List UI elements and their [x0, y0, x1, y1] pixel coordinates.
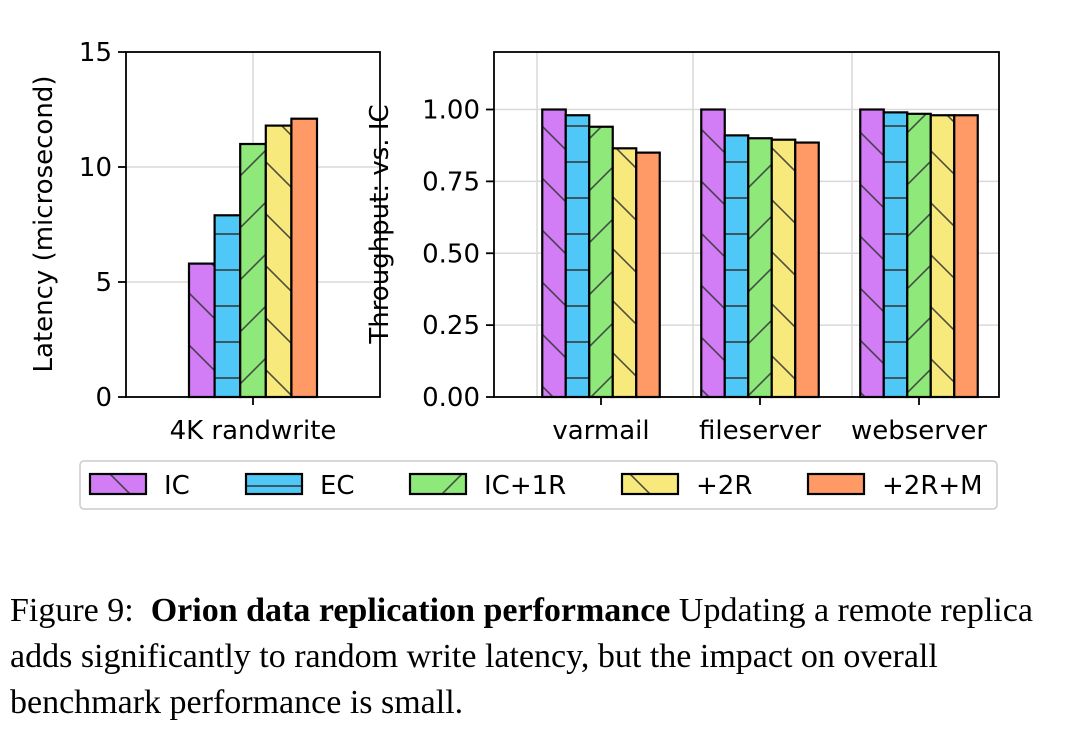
bar-webserver-2r	[929, 114, 956, 399]
bar-webserver-ec	[882, 111, 909, 399]
bar-webserver-ic-1r	[906, 112, 932, 399]
bar-webserver-2r-m	[953, 114, 979, 399]
bar-webserver-ic	[859, 108, 885, 399]
legend: IC EC IC+1R +2R +2R+M	[79, 460, 998, 510]
bar-varmail-ic-1r	[588, 125, 614, 399]
bar-4k-randwrite-ic	[187, 262, 216, 399]
x-tick-label-varmail: varmail	[552, 416, 649, 446]
legend-swatch-ic-1r	[408, 472, 468, 496]
bar-varmail-2r	[611, 147, 638, 399]
y-tick-label: 0.00	[422, 383, 480, 413]
y-tick-label: 0.25	[422, 311, 480, 341]
x-tick-label-fileserver: fileserver	[699, 416, 821, 446]
y-tick-label: 0.75	[422, 167, 480, 197]
x-tick-label-webserver: webserver	[851, 416, 987, 446]
legend-item-ic-1r: IC+1R	[408, 471, 566, 501]
legend-swatch-2r	[620, 472, 680, 496]
latency-chart: 0 5 10 15 4K randwrite Latency (microsecond)	[29, 38, 381, 446]
bar-4k-randwrite-2r	[264, 124, 293, 399]
y-axis-label: Throughput: vs. IC	[365, 104, 395, 344]
y-tick-label: 0.50	[422, 239, 480, 269]
y-tick-label: 1.00	[422, 96, 480, 126]
legend-label-2r: +2R	[696, 471, 752, 501]
legend-item-2r: +2R	[620, 471, 752, 501]
bar-varmail-2r-m	[635, 151, 661, 399]
x-tick-label-4k-randwrite: 4K randwrite	[170, 416, 337, 446]
legend-swatch-ic	[88, 472, 148, 496]
legend-item-2r-m: +2R+M	[806, 471, 983, 501]
legend-box	[79, 460, 998, 510]
caption-text: Updating a remote replica adds significa…	[10, 592, 1033, 721]
y-tick-label: 15	[79, 38, 112, 68]
legend-swatch-2r-m	[806, 472, 866, 496]
bar-4k-randwrite-ic-1r	[239, 142, 267, 399]
y-tick-label: 10	[79, 153, 112, 183]
bar-fileserver-ec	[723, 134, 750, 399]
bar-fileserver-2r-m	[794, 141, 820, 399]
legend-label-ic-1r: IC+1R	[484, 471, 566, 501]
y-tick-label: 0	[95, 383, 112, 413]
bar-fileserver-2r	[770, 138, 797, 399]
caption-bold: Orion data replication performance	[150, 592, 671, 629]
caption-prefix: Figure 9:	[10, 592, 134, 629]
bar-4k-randwrite-2r-m	[290, 117, 319, 399]
legend-swatch-ec	[244, 472, 304, 496]
bar-varmail-ec	[564, 114, 591, 399]
y-axis-label: Latency (microsecond)	[29, 76, 59, 373]
throughput-chart: 0.00 0.25 0.50 0.75 1.00 varmail fileserver web…	[365, 51, 1000, 446]
legend-label-ec: EC	[320, 471, 355, 501]
legend-label-ic: IC	[164, 471, 190, 501]
bar-fileserver-ic	[700, 108, 726, 399]
legend-item-ic: IC	[88, 471, 190, 501]
legend-label-2r-m: +2R+M	[882, 471, 983, 501]
legend-item-ec: EC	[244, 471, 355, 501]
y-tick-label: 5	[95, 268, 112, 298]
bar-varmail-ic	[541, 108, 567, 399]
figure-caption: Figure 9: Orion data replication perform…	[10, 588, 1070, 726]
bar-fileserver-ic-1r	[747, 137, 773, 399]
plot-frame	[493, 51, 1000, 398]
bar-4k-randwrite-ec	[213, 214, 242, 399]
